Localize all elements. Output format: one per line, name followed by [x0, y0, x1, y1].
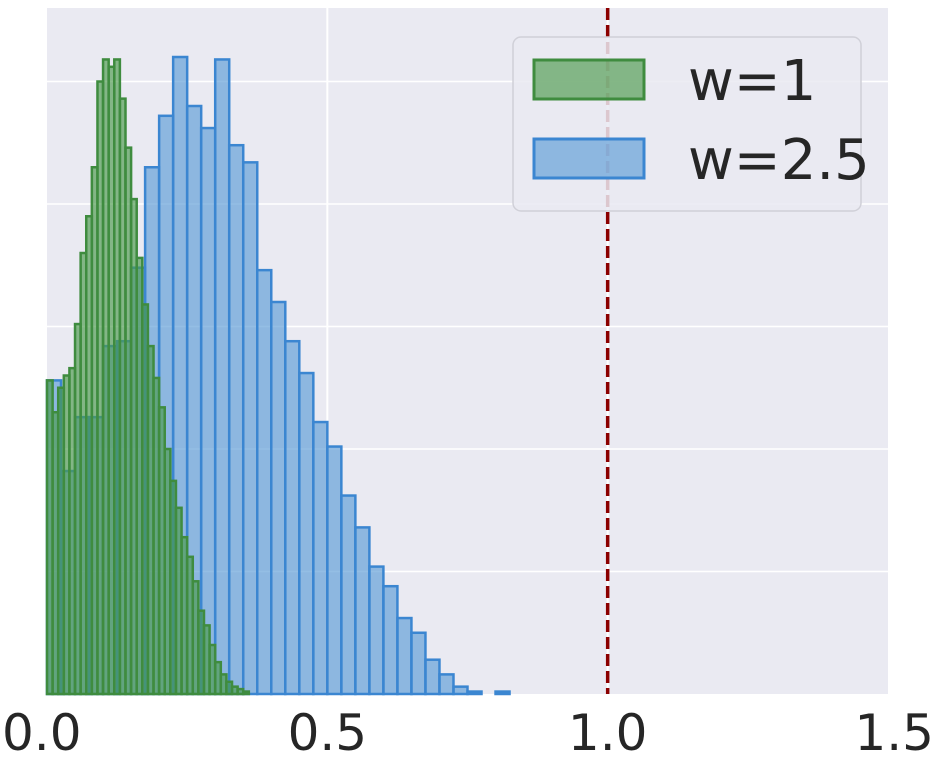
bar-w2-5-11: [199, 126, 217, 696]
legend-swatch-w1: [532, 58, 646, 101]
bar-w1-35: [241, 690, 251, 696]
bar-w2-5-29: [452, 685, 469, 696]
bar-w2-5-19: [312, 420, 329, 696]
bar-w2-5-15: [256, 268, 273, 696]
bar-w2-5-21: [340, 494, 357, 696]
bar-w2-5-17: [284, 339, 301, 696]
bar-w2-5-23: [368, 565, 385, 696]
bar-w2-5-22: [354, 526, 371, 696]
legend-label-w2-5: w=2.5: [688, 128, 870, 193]
bar-w2-5-14: [241, 161, 259, 696]
x-tick-label-1: 0.5: [288, 704, 368, 762]
bar-w2-5-20: [326, 445, 343, 696]
bar-w2-5-12: [213, 58, 231, 696]
bar-w2-5-24: [382, 584, 399, 696]
bar-w2-5-28: [438, 673, 455, 696]
bar-w2-5-13: [227, 143, 245, 696]
legend: w=1 w=2.5: [512, 36, 870, 212]
legend-label-w1: w=1: [688, 49, 816, 114]
x-tick-label-2: 1.0: [568, 704, 648, 762]
bar-w2-5-30: [466, 690, 483, 696]
bar-w2-5-25: [396, 616, 413, 696]
bar-w2-5-27: [424, 658, 441, 696]
x-axis-ticks: 0.0 0.5 1.0 1.5: [2, 704, 934, 762]
bar-w2-5-18: [298, 371, 315, 696]
bar-w2-5-16: [270, 300, 287, 696]
x-tick-label-0: 0.0: [2, 704, 82, 762]
x-tick-label-3: 1.5: [854, 704, 934, 762]
bars: [45, 55, 511, 696]
bar-w2-5-32: [494, 690, 511, 696]
legend-swatch-w2-5: [532, 137, 646, 180]
bar-w2-5-26: [410, 631, 427, 696]
